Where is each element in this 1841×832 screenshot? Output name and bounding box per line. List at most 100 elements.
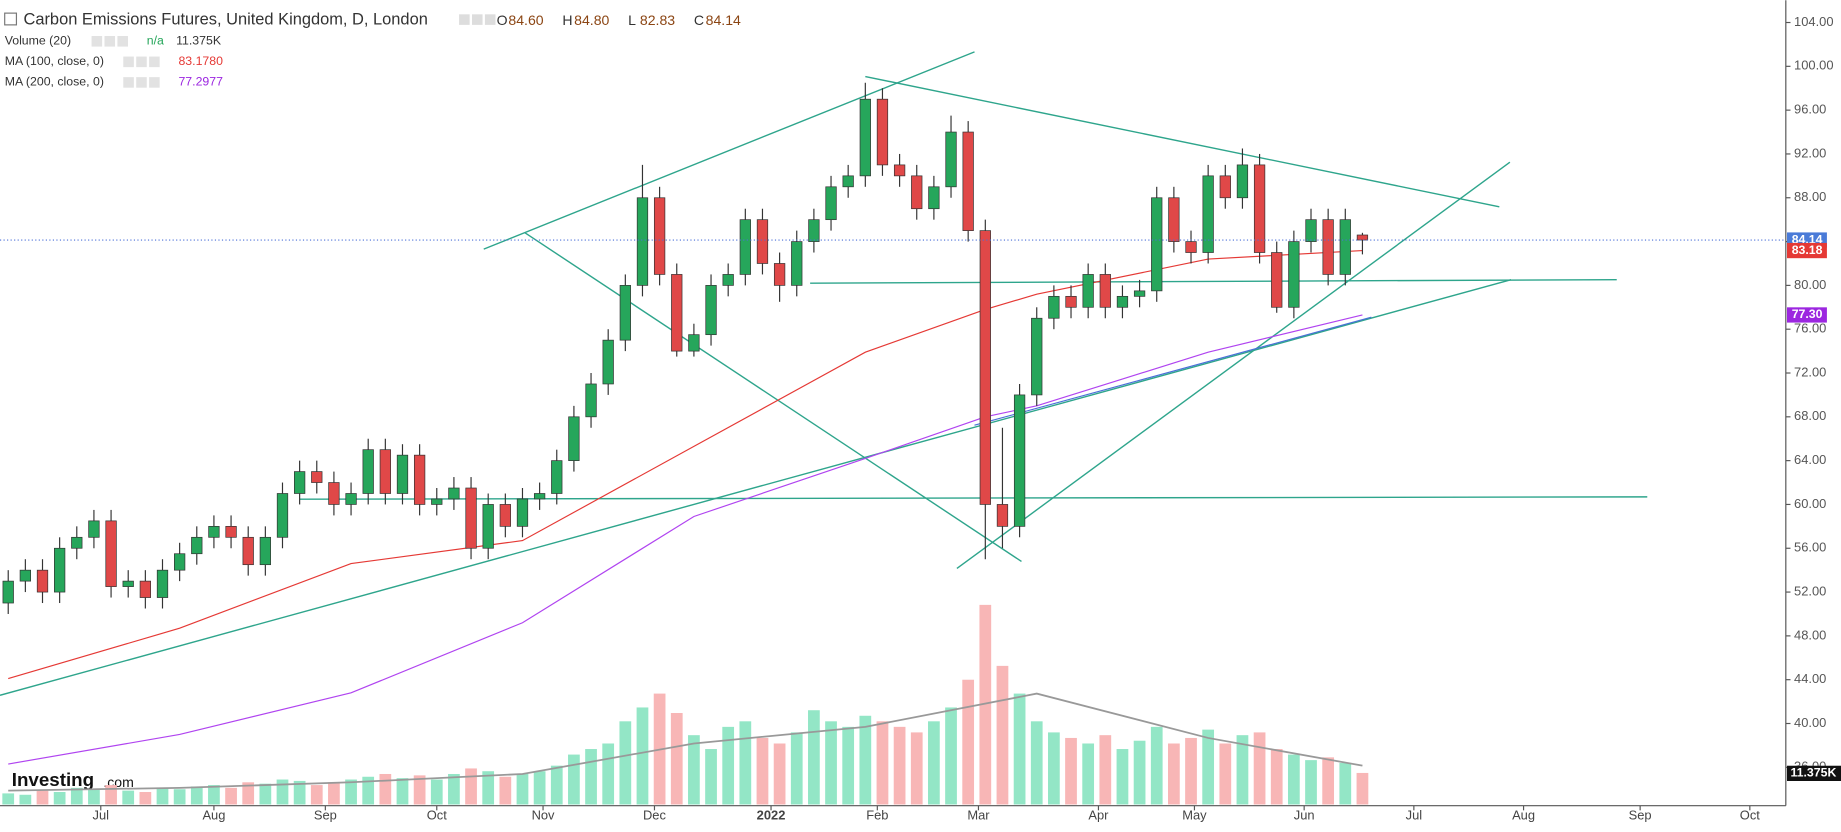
volume-bar [482, 771, 495, 805]
volume-bar [362, 776, 375, 805]
candle-body [1305, 219, 1317, 242]
candle-body [671, 274, 683, 352]
candle-body [945, 131, 957, 188]
volume-bar [465, 768, 477, 805]
indicator-icon[interactable] [149, 77, 160, 88]
volume-bar [430, 779, 443, 805]
volume-bar [773, 743, 786, 805]
legend-icon[interactable] [471, 14, 483, 25]
candle-body [1322, 219, 1334, 275]
candle-body [1253, 164, 1266, 253]
indicator-icon[interactable] [123, 77, 134, 88]
volume-bar [910, 732, 923, 805]
candle-body [516, 498, 529, 527]
candle-body [208, 525, 220, 538]
indicator-icon[interactable] [136, 77, 147, 88]
candle-body [431, 498, 443, 505]
candle-body [859, 98, 871, 177]
volume-ma-line [8, 692, 1363, 792]
indicator-icon[interactable] [104, 36, 116, 47]
candle-body [1185, 241, 1197, 253]
legend-icon[interactable] [459, 14, 470, 25]
ohlc-key: O [497, 12, 508, 28]
candle-body [19, 569, 31, 582]
candle-body [1065, 295, 1077, 308]
price-badge-label: 84.14 [1792, 232, 1823, 246]
y-tick-label: 80.00 [1794, 277, 1826, 292]
volume-bar [105, 785, 117, 805]
candle-body [551, 460, 563, 494]
candle-body [36, 569, 49, 593]
volume-bar [1030, 721, 1043, 805]
candle-body [1288, 241, 1300, 308]
candle-body [688, 334, 700, 352]
volume-bar [739, 721, 752, 805]
candle-body [1048, 295, 1060, 319]
volume-badge-label: 11.375K [1791, 766, 1837, 780]
candle-body [499, 504, 511, 527]
candle-body [122, 580, 134, 587]
x-tick-label: Feb [866, 808, 888, 823]
candle-body [842, 175, 854, 188]
volume-bar [876, 721, 889, 805]
indicator-icon[interactable] [149, 56, 160, 68]
candle-body [482, 504, 494, 549]
volume-bar [88, 789, 100, 805]
indicator-icon[interactable] [91, 36, 103, 47]
volume-bar [276, 779, 289, 805]
indicator-icon[interactable] [136, 56, 147, 68]
candle-body [139, 580, 151, 598]
y-tick-label: 40.00 [1794, 715, 1826, 730]
volume-bar [208, 785, 220, 805]
x-tick-label: Jul [1406, 808, 1423, 823]
candle-body [225, 525, 237, 538]
x-tick-label: Aug [202, 808, 225, 823]
y-tick-label: 88.00 [1794, 189, 1826, 204]
volume-bar [859, 715, 872, 805]
x-tick-label: Oct [1740, 808, 1760, 823]
y-tick-label: 64.00 [1794, 452, 1826, 467]
y-tick-label: 52.00 [1794, 583, 1826, 598]
candle-body [328, 482, 340, 505]
x-tick-label: Jun [1294, 808, 1315, 823]
volume-bar [1356, 772, 1369, 805]
volume-bar [1099, 735, 1112, 805]
indicator-value: 83.1780 [178, 54, 223, 68]
legend-icon[interactable] [484, 14, 496, 25]
volume-bar [1322, 757, 1335, 805]
volume-bar [670, 712, 683, 805]
volume-bar [945, 707, 957, 805]
candle-body [791, 241, 803, 286]
ohlc-value: 82.83 [640, 12, 675, 28]
indicator-legend: Volume (20) n/a 11.375K MA (100, close, 0) 8… [5, 34, 223, 89]
candle-body [191, 536, 203, 555]
trend-line [974, 316, 1372, 426]
volume-bar [842, 726, 855, 805]
trend-line [865, 75, 1500, 208]
candle-body [413, 454, 426, 505]
indicator-icon[interactable] [117, 36, 128, 47]
price-badge-label: 77.30 [1792, 307, 1823, 321]
volume-bar [962, 679, 975, 805]
candle-body [756, 219, 769, 264]
y-tick-label: 100.00 [1794, 58, 1833, 73]
candle-body [1202, 175, 1214, 253]
candle-body [105, 520, 117, 587]
volume-bar [1168, 743, 1180, 805]
volume-bar [310, 785, 323, 805]
candle-body [448, 487, 460, 500]
x-tick-label: Oct [427, 808, 447, 823]
candle-body [1219, 175, 1231, 199]
candle-body [379, 449, 391, 494]
volume-bar [190, 786, 203, 805]
volume-bar [602, 743, 615, 805]
collapse-icon[interactable] [4, 12, 18, 26]
volume-bar [1013, 693, 1026, 805]
y-tick-label: 56.00 [1794, 540, 1826, 555]
candle-body [773, 263, 786, 286]
volume-bar [53, 792, 66, 805]
candle-body [1133, 290, 1146, 297]
indicator-icon[interactable] [123, 56, 134, 68]
volume-bar [70, 787, 83, 805]
